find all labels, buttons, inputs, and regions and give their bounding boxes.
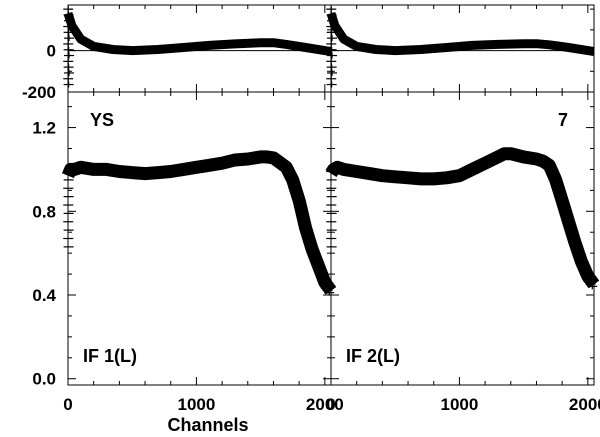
panel-label-if-1: IF 1(L) (83, 346, 137, 366)
corner-label-right: 7 (558, 110, 568, 130)
y-tick-label-bottom: 0.4 (32, 286, 56, 305)
x-tick-label: 1000 (178, 395, 216, 414)
x-tick-label: 1000 (441, 395, 479, 414)
amplitude-trace-2 (325, 147, 600, 289)
corner-label-left: YS (90, 110, 114, 130)
x-tick-label: 0 (63, 395, 72, 414)
y-tick-label-top: -200 (22, 83, 56, 102)
amplitude-trace-1 (61, 150, 337, 295)
phase-trace-2 (326, 11, 595, 57)
y-tick-label-bottom: 1.2 (32, 119, 56, 138)
y-tick-label-bottom: 0.8 (32, 202, 56, 221)
y-tick-label-top: 0 (47, 42, 56, 61)
x-tick-label: 2000 (306, 395, 344, 414)
x-axis-label: Channels (167, 415, 248, 435)
panel-frame-bottom-1 (67, 91, 332, 386)
panel-label-if-2: IF 2(L) (346, 346, 400, 366)
panel-frame-bottom-2 (330, 91, 595, 386)
x-tick-label: 2000 (569, 395, 600, 414)
y-tick-label-bottom: 0.0 (32, 370, 56, 389)
x-tick-label: 0 (326, 395, 335, 414)
phase-trace-1 (63, 11, 332, 57)
